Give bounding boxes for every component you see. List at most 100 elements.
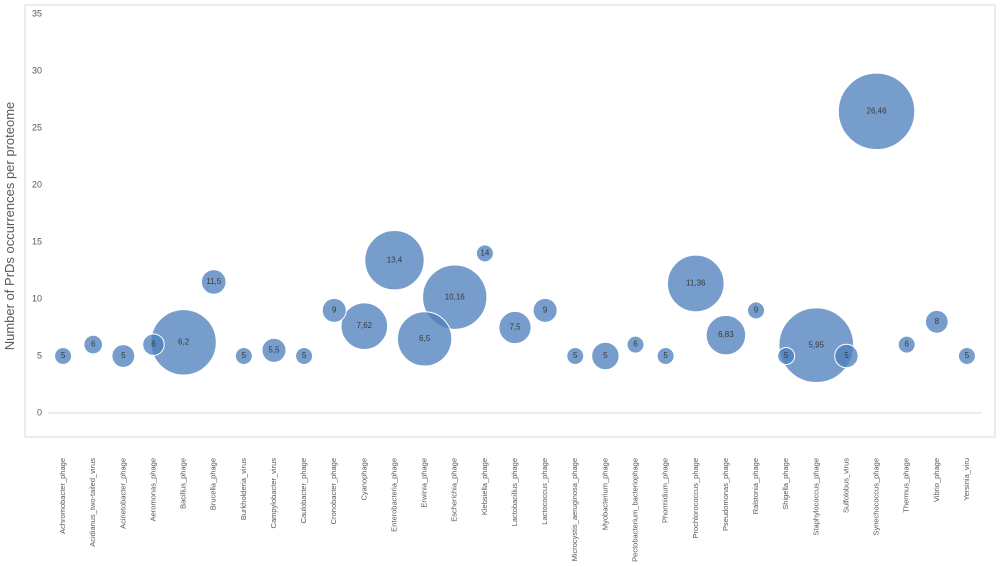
bubble-data-label: 5 xyxy=(844,351,849,360)
bubble xyxy=(396,311,453,367)
bubble xyxy=(957,347,976,365)
bubble xyxy=(897,335,916,354)
x-tick-label: Phormidium_phage xyxy=(661,458,670,523)
bubble xyxy=(747,301,766,320)
x-tick-label: Pseudomonas_phage xyxy=(721,458,730,531)
bubble-data-label: 5 xyxy=(121,351,126,360)
x-tick-label: Cyanophage xyxy=(359,458,368,501)
bubble-data-label: 26,46 xyxy=(867,106,888,115)
bubble-data-label: 5,95 xyxy=(809,340,825,349)
bubble xyxy=(340,302,389,350)
bubble-data-label: 6,2 xyxy=(178,337,190,346)
bubble xyxy=(261,337,287,363)
x-tick-label: Klebsiella_phage xyxy=(480,458,489,515)
y-tick-label: 15 xyxy=(32,236,42,246)
bubble xyxy=(626,335,645,354)
bubble-data-label: 7,5 xyxy=(509,323,521,332)
x-tick-label: Escherichia_phage xyxy=(450,458,459,522)
y-axis-title: Number of PrDs occurrences per proteome xyxy=(2,102,17,351)
bubble xyxy=(778,307,855,384)
bubble-data-label: 9 xyxy=(332,306,337,315)
x-tick-label: Pectobacterium_bacteriophage xyxy=(631,458,640,562)
x-tick-label: Thermus_phage xyxy=(902,458,911,513)
y-tick-label: 5 xyxy=(37,350,42,360)
bubble-data-label: 7,62 xyxy=(357,321,373,330)
x-tick-label: Lactobacillus_phage xyxy=(510,458,519,526)
bubble xyxy=(364,230,425,291)
y-tick-label: 10 xyxy=(32,293,42,303)
x-tick-label: Aeromonas_phage xyxy=(148,458,157,521)
x-tick-label: Acidianus_two-tailed_virus xyxy=(88,458,97,547)
bubble xyxy=(234,347,253,365)
x-tick-label: Shigella_phage xyxy=(781,458,790,510)
bubble-data-label: 5 xyxy=(965,351,970,360)
x-tick-label: Brucella_phage xyxy=(209,458,218,510)
bubble-data-label: 5 xyxy=(573,351,578,360)
x-tick-label: Acinetobacter_phage xyxy=(118,458,127,529)
bubble xyxy=(591,341,620,371)
y-tick-label: 35 xyxy=(32,8,42,18)
x-tick-label: Cronobacter_phage xyxy=(329,458,338,524)
bubble-data-label: 11,36 xyxy=(686,279,706,288)
bubble-data-label: 6 xyxy=(633,340,638,349)
bubble-data-label: 13,4 xyxy=(387,255,403,264)
x-tick-label: Caulobacter_phage xyxy=(299,458,308,523)
bubble xyxy=(566,347,585,365)
bubble-data-label: 11,5 xyxy=(206,277,222,286)
x-tick-label: Campylobacter_virus xyxy=(269,458,278,529)
y-tick-label: 30 xyxy=(32,65,42,75)
plot-area-frame xyxy=(24,4,996,438)
bubble-data-label: 5 xyxy=(302,351,307,360)
y-tick-label: 25 xyxy=(32,122,42,132)
bubble-data-label: 8 xyxy=(935,317,940,326)
bubble-data-label: 6 xyxy=(91,340,96,349)
bubble-data-label: 6 xyxy=(151,340,156,349)
x-tick-label: Yersinia_viru xyxy=(962,458,971,501)
bubble-data-label: 6 xyxy=(904,340,909,349)
bubble-data-label: 5,5 xyxy=(268,345,280,354)
bubble-data-label: 5 xyxy=(603,351,608,360)
bubble-data-label: 14 xyxy=(480,249,489,258)
bubble xyxy=(705,314,747,356)
bubble-data-label: 9 xyxy=(754,306,759,315)
bubble xyxy=(777,347,796,365)
x-tick-label: Sulfolobus_virus xyxy=(841,458,850,513)
bubble-data-label: 5 xyxy=(242,351,247,360)
bubble xyxy=(475,244,494,263)
y-tick-label: 20 xyxy=(32,179,42,189)
bubble-series xyxy=(54,72,976,384)
x-tick-label: Enterobacteria_phage xyxy=(389,458,398,532)
bubble xyxy=(656,347,675,365)
bubble xyxy=(54,347,73,365)
bubble-data-label: 5 xyxy=(784,351,789,360)
bubble xyxy=(834,343,859,369)
bubble xyxy=(83,334,104,355)
x-tick-label: Burkholderia_virus xyxy=(239,458,248,520)
bubble-data-label: 6,5 xyxy=(419,334,431,343)
x-tick-label: Achromobacter_phage xyxy=(58,458,67,534)
bubble xyxy=(498,310,532,345)
bubble-data-label: 5 xyxy=(663,351,668,360)
x-tick-label: Prochlorococcus_phage xyxy=(691,458,700,538)
x-tick-label: Erwinia_phage xyxy=(420,458,429,508)
y-axis-ticks: 0 5 10 15 20 25 30 35 xyxy=(32,8,42,417)
bubble-data-label: 9 xyxy=(543,306,548,315)
bubble xyxy=(666,254,725,313)
bubble xyxy=(924,309,949,334)
x-tick-label: Staphylococcus_phage xyxy=(811,458,820,536)
bubble xyxy=(422,264,488,330)
x-tick-label: Myobacterium_phage xyxy=(600,458,609,530)
bubble xyxy=(295,347,314,365)
bubble xyxy=(200,269,227,295)
x-tick-label: Bacillus_phage xyxy=(179,458,188,509)
bubble-data-label: 6,83 xyxy=(718,330,734,339)
bubble xyxy=(532,297,558,323)
bubble-data-label: 10,16 xyxy=(445,292,466,301)
y-tick-label: 0 xyxy=(37,407,42,417)
bubble xyxy=(321,297,347,323)
x-tick-label: Synechococcus_phage xyxy=(872,458,881,536)
bubble xyxy=(142,333,165,356)
bubble-data-labels: 5 6 5 6 6,2 11,5 5 5,5 5 9 7,62 13,4 6,5 10,16 14 7,5 9 5… xyxy=(61,106,970,360)
bubble-data-label: 5 xyxy=(61,351,66,360)
